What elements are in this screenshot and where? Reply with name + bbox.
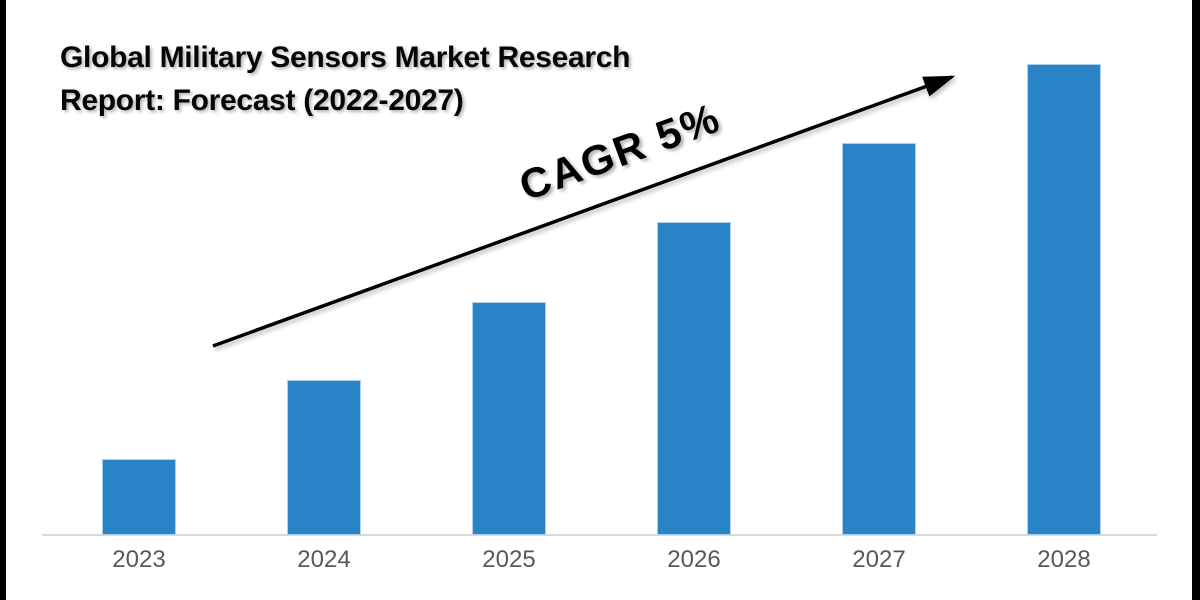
- bar-2025: [472, 302, 546, 535]
- bar-2028: [1027, 64, 1101, 535]
- x-tick-label-2025: 2025: [482, 546, 536, 573]
- x-tick-label-2024: 2024: [297, 546, 351, 573]
- x-tick-label-2027: 2027: [852, 546, 906, 573]
- bar-2024: [287, 380, 361, 535]
- left-black-border: [0, 0, 6, 600]
- x-axis-line: [42, 534, 1157, 536]
- chart-title-line2: Report: Forecast (2022-2027): [60, 84, 464, 117]
- chart-title: Global Military Sensors Market Research …: [60, 36, 631, 122]
- bar-2027: [842, 143, 916, 535]
- bar-2023: [102, 459, 176, 535]
- x-tick-label-2026: 2026: [667, 546, 721, 573]
- x-tick-label-2023: 2023: [112, 546, 166, 573]
- right-black-border: [1192, 0, 1200, 600]
- x-tick-label-2028: 2028: [1037, 546, 1091, 573]
- chart-title-line1: Global Military Sensors Market Research: [60, 41, 631, 74]
- bar-2026: [657, 222, 731, 535]
